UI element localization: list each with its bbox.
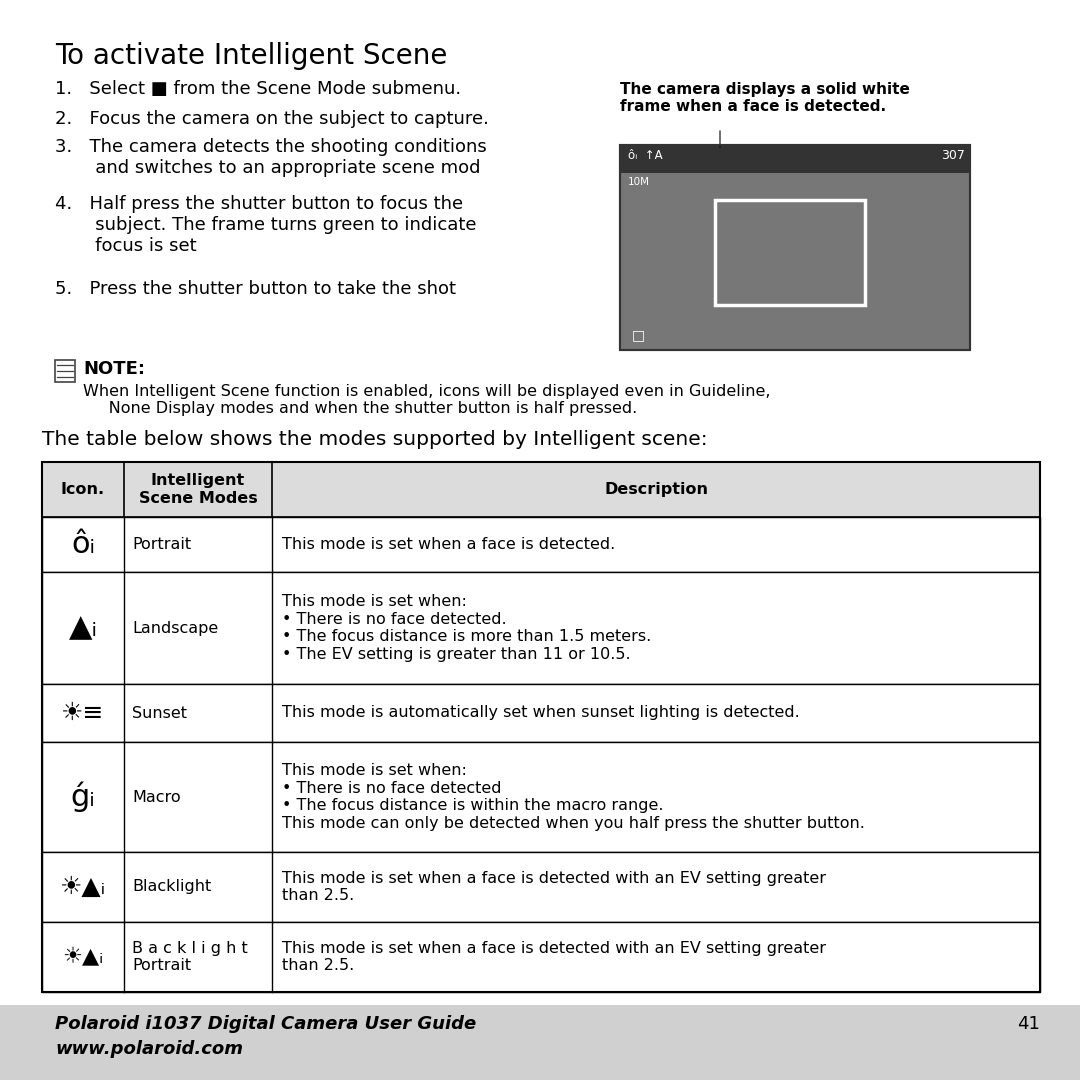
Bar (715, 200, 865, 305)
Text: B a c k l i g h t
Portrait: B a c k l i g h t Portrait (132, 941, 247, 973)
Bar (620, 145, 970, 173)
Text: This mode is set when a face is detected with an EV setting greater
than 2.5.: This mode is set when a face is detected… (282, 870, 826, 903)
Text: The table below shows the modes supported by Intelligent scene:: The table below shows the modes supporte… (42, 430, 707, 449)
Bar (42, 742, 1040, 852)
Text: 5.   Press the shutter button to take the shot: 5. Press the shutter button to take the … (55, 280, 456, 298)
Text: Macro: Macro (132, 789, 180, 805)
Text: To activate Intelligent Scene: To activate Intelligent Scene (55, 42, 447, 70)
Bar (42, 462, 1040, 993)
Text: Description: Description (604, 482, 708, 497)
Text: ôᵢ: ôᵢ (71, 530, 95, 559)
Text: This mode is set when a face is detected.: This mode is set when a face is detected… (282, 537, 616, 552)
Text: This mode is automatically set when sunset lighting is detected.: This mode is automatically set when suns… (282, 705, 800, 720)
Text: □: □ (632, 328, 645, 342)
Bar (42, 572, 1040, 684)
Bar (0, 1005, 1080, 1080)
Text: www.polaroid.com: www.polaroid.com (55, 1040, 243, 1058)
Text: Landscape: Landscape (132, 621, 218, 635)
Text: Sunset: Sunset (132, 705, 187, 720)
Bar (55, 360, 75, 382)
Bar (620, 145, 970, 350)
Text: 41: 41 (1017, 1015, 1040, 1032)
Text: ☀▲ᵢ: ☀▲ᵢ (59, 875, 106, 899)
Text: 10M: 10M (627, 177, 650, 187)
Text: 4.   Half press the shutter button to focus the
       subject. The frame turns : 4. Half press the shutter button to focu… (55, 195, 476, 255)
Text: This mode is set when:
• There is no face detected.
• The focus distance is more: This mode is set when: • There is no fac… (282, 594, 651, 662)
Bar (620, 145, 970, 350)
Text: Polaroid i1037 Digital Camera User Guide: Polaroid i1037 Digital Camera User Guide (55, 1015, 476, 1032)
Bar (42, 922, 1040, 993)
Text: This mode is set when:
• There is no face detected
• The focus distance is withi: This mode is set when: • There is no fac… (282, 764, 865, 831)
Text: NOTE:: NOTE: (83, 360, 145, 378)
Text: 2.   Focus the camera on the subject to capture.: 2. Focus the camera on the subject to ca… (55, 110, 489, 129)
Text: When Intelligent Scene function is enabled, icons will be displayed even in Guid: When Intelligent Scene function is enabl… (83, 384, 770, 417)
Text: Portrait: Portrait (132, 537, 191, 552)
Text: ☀▲ᵢ: ☀▲ᵢ (63, 947, 104, 967)
Text: 307: 307 (941, 149, 966, 162)
Bar (42, 462, 1040, 517)
Text: Icon.: Icon. (60, 482, 105, 497)
Text: The camera displays a solid white
frame when a face is detected.: The camera displays a solid white frame … (620, 82, 909, 114)
Text: ▲ᵢ: ▲ᵢ (68, 613, 97, 643)
Bar (700, 180, 960, 343)
Text: 1.   Select ■ from the Scene Mode submenu.: 1. Select ■ from the Scene Mode submenu. (55, 80, 461, 98)
Text: 3.   The camera detects the shooting conditions
       and switches to an approp: 3. The camera detects the shooting condi… (55, 138, 487, 177)
Bar (42, 684, 1040, 742)
Bar (42, 517, 1040, 572)
Text: ǵᵢ: ǵᵢ (70, 782, 95, 812)
Text: ☀≡: ☀≡ (62, 701, 105, 725)
Text: ôᵢ  ↑A: ôᵢ ↑A (627, 149, 663, 162)
Text: This mode is set when a face is detected with an EV setting greater
than 2.5.: This mode is set when a face is detected… (282, 941, 826, 973)
Bar (42, 852, 1040, 922)
Text: Intelligent
Scene Modes: Intelligent Scene Modes (138, 473, 257, 505)
Text: Blacklight: Blacklight (132, 879, 212, 894)
